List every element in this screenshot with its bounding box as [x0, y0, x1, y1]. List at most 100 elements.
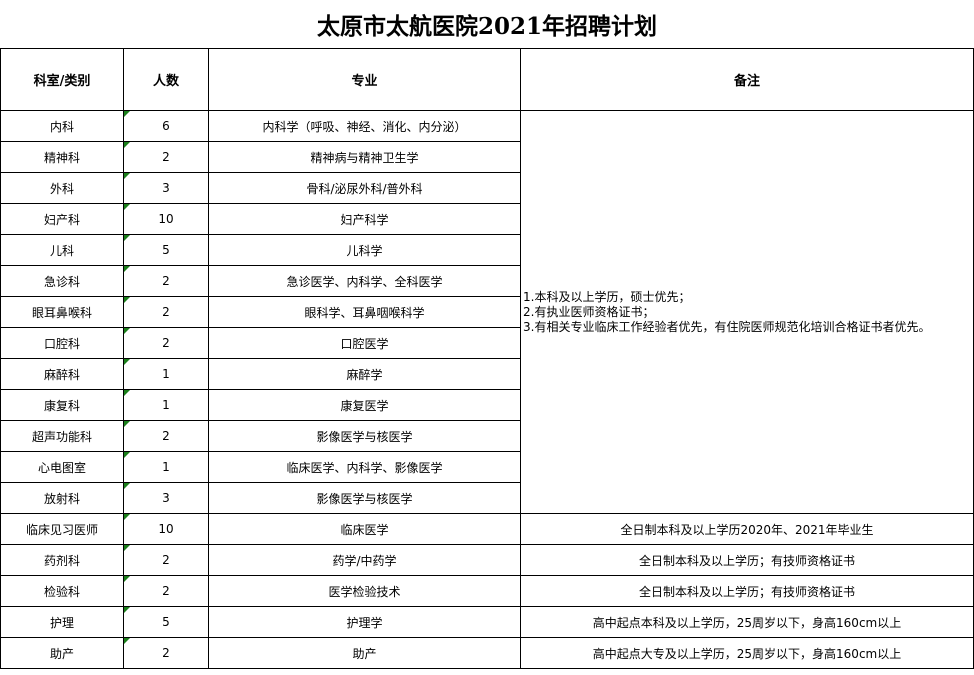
count-cell[interactable]: 1	[123, 451, 209, 483]
major-cell[interactable]: 急诊医学、内科学、全科医学	[208, 265, 521, 297]
count-cell[interactable]: 2	[123, 296, 209, 328]
count-cell[interactable]: 1	[123, 389, 209, 421]
count-cell[interactable]: 2	[123, 544, 209, 576]
count-cell[interactable]: 2	[123, 575, 209, 607]
count-value: 5	[162, 615, 170, 629]
note-cell[interactable]: 全日制本科及以上学历；有技师资格证书	[520, 544, 974, 576]
major-cell[interactable]: 医学检验技术	[208, 575, 521, 607]
dept-cell[interactable]: 心电图室	[0, 451, 124, 483]
dept-cell[interactable]: 康复科	[0, 389, 124, 421]
dept-cell[interactable]: 临床见习医师	[0, 513, 124, 545]
count-value: 10	[158, 212, 174, 226]
text-number-indicator-icon	[124, 607, 130, 613]
recruitment-table: 科室/类别 人数 专业 备注 内科 6 内科学（呼吸、神经、消化、内分泌） 1.本科及…	[0, 48, 974, 669]
major-cell[interactable]: 口腔医学	[208, 327, 521, 359]
table-row: 急诊科 2 急诊医学、内科学、全科医学	[0, 265, 974, 297]
major-cell[interactable]: 儿科学	[208, 234, 521, 266]
text-number-indicator-icon	[124, 359, 130, 365]
page-title: 太原市太航医院2021年招聘计划	[316, 13, 657, 40]
count-cell[interactable]: 2	[123, 637, 209, 669]
text-number-indicator-icon	[124, 235, 130, 241]
major-cell[interactable]: 助产	[208, 637, 521, 669]
note-cell[interactable]: 全日制本科及以上学历；有技师资格证书	[520, 575, 974, 607]
count-cell[interactable]: 5	[123, 234, 209, 266]
major-cell[interactable]: 临床医学、内科学、影像医学	[208, 451, 521, 483]
count-value: 2	[162, 305, 170, 319]
dept-cell[interactable]: 妇产科	[0, 203, 124, 235]
major-cell[interactable]: 眼科学、耳鼻咽喉科学	[208, 296, 521, 328]
table-row: 超声功能科 2 影像医学与核医学	[0, 420, 974, 452]
count-value: 5	[162, 243, 170, 257]
dept-cell[interactable]: 药剂科	[0, 544, 124, 576]
shared-note-cell[interactable]: 1.本科及以上学历，硕士优先； 2.有执业医师资格证书； 3.有相关专业临床工作经验…	[520, 110, 974, 514]
table-row: 放射科 3 影像医学与核医学	[0, 482, 974, 514]
major-cell[interactable]: 药学/中药学	[208, 544, 521, 576]
count-cell[interactable]: 3	[123, 172, 209, 204]
major-cell[interactable]: 康复医学	[208, 389, 521, 421]
header-dept[interactable]: 科室/类别	[0, 48, 124, 111]
note-cell[interactable]: 全日制本科及以上学历2020年、2021年毕业生	[520, 513, 974, 545]
text-number-indicator-icon	[124, 452, 130, 458]
major-cell[interactable]: 临床医学	[208, 513, 521, 545]
count-cell[interactable]: 2	[123, 141, 209, 173]
major-cell[interactable]: 麻醉学	[208, 358, 521, 390]
count-cell[interactable]: 2	[123, 420, 209, 452]
count-cell[interactable]: 10	[123, 513, 209, 545]
count-value: 2	[162, 150, 170, 164]
count-value: 1	[162, 398, 170, 412]
count-cell[interactable]: 1	[123, 358, 209, 390]
major-cell[interactable]: 精神病与精神卫生学	[208, 141, 521, 173]
text-number-indicator-icon	[124, 297, 130, 303]
major-cell[interactable]: 妇产科学	[208, 203, 521, 235]
dept-cell[interactable]: 超声功能科	[0, 420, 124, 452]
table-row: 护理 5 护理学 高中起点本科及以上学历，25周岁以下，身高160cm以上	[0, 606, 974, 638]
count-value: 2	[162, 646, 170, 660]
header-major[interactable]: 专业	[208, 48, 521, 111]
note-line: 3.有相关专业临床工作经验者优先，有住院医师规范化培训合格证书者优先。	[523, 319, 931, 334]
count-value: 6	[162, 119, 170, 133]
table-row: 助产 2 助产 高中起点大专及以上学历，25周岁以下，身高160cm以上	[0, 637, 974, 669]
count-cell[interactable]: 3	[123, 482, 209, 514]
major-cell[interactable]: 骨科/泌尿外科/普外科	[208, 172, 521, 204]
table-row: 精神科 2 精神病与精神卫生学	[0, 141, 974, 173]
header-row: 科室/类别 人数 专业 备注	[0, 48, 974, 111]
count-value: 3	[162, 181, 170, 195]
dept-cell[interactable]: 儿科	[0, 234, 124, 266]
count-cell[interactable]: 6	[123, 110, 209, 142]
count-cell[interactable]: 2	[123, 327, 209, 359]
count-cell[interactable]: 5	[123, 606, 209, 638]
dept-cell[interactable]: 急诊科	[0, 265, 124, 297]
table-row: 临床见习医师 10 临床医学 全日制本科及以上学历2020年、2021年毕业生	[0, 513, 974, 545]
note-cell[interactable]: 高中起点大专及以上学历，25周岁以下，身高160cm以上	[520, 637, 974, 669]
note-cell[interactable]: 高中起点本科及以上学历，25周岁以下，身高160cm以上	[520, 606, 974, 638]
dept-cell[interactable]: 外科	[0, 172, 124, 204]
table-row: 康复科 1 康复医学	[0, 389, 974, 421]
table-row: 内科 6 内科学（呼吸、神经、消化、内分泌） 1.本科及以上学历，硕士优先； 2.有执业…	[0, 110, 974, 514]
dept-cell[interactable]: 麻醉科	[0, 358, 124, 390]
note-line: 1.本科及以上学历，硕士优先；	[523, 289, 691, 304]
text-number-indicator-icon	[124, 328, 130, 334]
dept-cell[interactable]: 护理	[0, 606, 124, 638]
dept-cell[interactable]: 放射科	[0, 482, 124, 514]
major-cell[interactable]: 影像医学与核医学	[208, 420, 521, 452]
header-note[interactable]: 备注	[520, 48, 974, 111]
count-value: 1	[162, 460, 170, 474]
dept-cell[interactable]: 内科	[0, 110, 124, 142]
text-number-indicator-icon	[124, 545, 130, 551]
text-number-indicator-icon	[124, 483, 130, 489]
text-number-indicator-icon	[124, 576, 130, 582]
count-cell[interactable]: 10	[123, 203, 209, 235]
dept-cell[interactable]: 口腔科	[0, 327, 124, 359]
dept-cell[interactable]: 眼耳鼻喉科	[0, 296, 124, 328]
major-cell[interactable]: 护理学	[208, 606, 521, 638]
header-count[interactable]: 人数	[123, 48, 209, 111]
count-cell[interactable]: 2	[123, 265, 209, 297]
dept-cell[interactable]: 检验科	[0, 575, 124, 607]
major-cell[interactable]: 影像医学与核医学	[208, 482, 521, 514]
dept-cell[interactable]: 精神科	[0, 141, 124, 173]
major-cell[interactable]: 内科学（呼吸、神经、消化、内分泌）	[208, 110, 521, 142]
count-value: 2	[162, 336, 170, 350]
dept-cell[interactable]: 助产	[0, 637, 124, 669]
text-number-indicator-icon	[124, 111, 130, 117]
text-number-indicator-icon	[124, 514, 130, 520]
